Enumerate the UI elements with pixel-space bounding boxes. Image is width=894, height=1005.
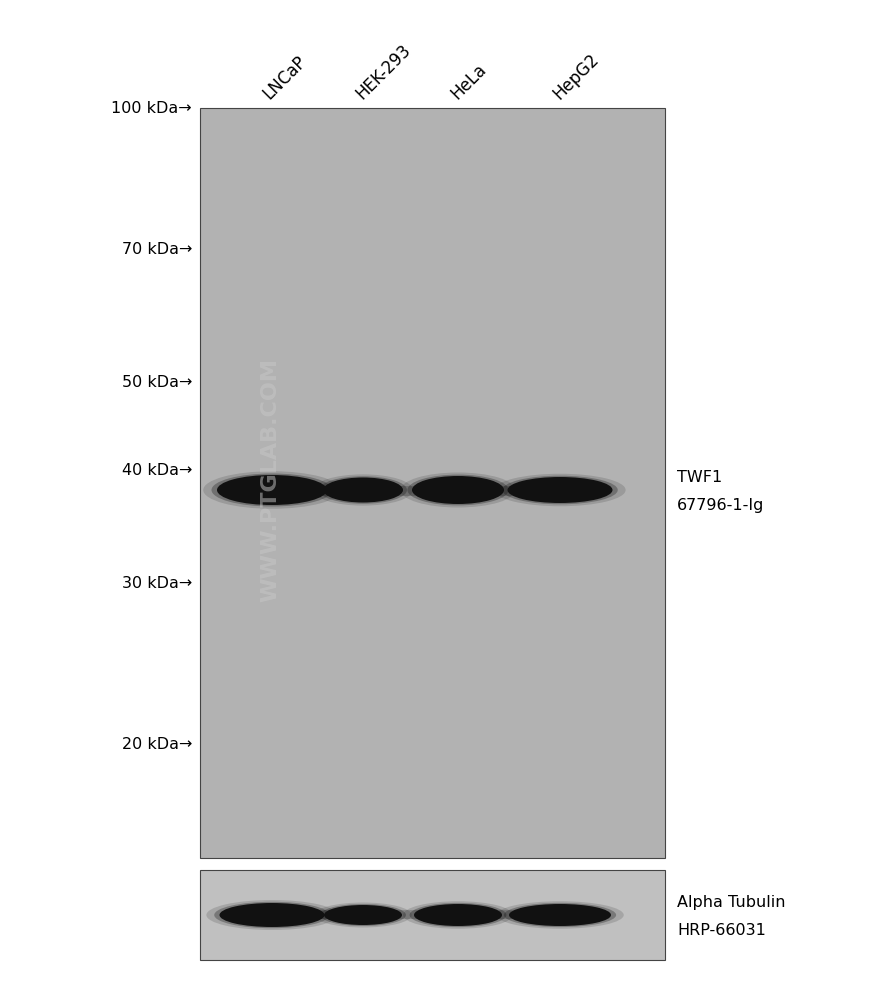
Text: 40 kDa→: 40 kDa→ [122,462,192,477]
Ellipse shape [314,902,411,928]
Bar [199,108,664,858]
Ellipse shape [407,474,508,506]
Text: LNCaP: LNCaP [259,52,309,103]
Text: HRP-66031: HRP-66031 [676,923,765,938]
Bar [227,486,602,496]
Ellipse shape [320,904,406,926]
Ellipse shape [503,902,615,927]
Text: 100 kDa→: 100 kDa→ [111,100,192,116]
Ellipse shape [414,904,502,926]
Ellipse shape [211,473,333,507]
Ellipse shape [313,474,412,506]
Ellipse shape [324,904,401,925]
Ellipse shape [409,902,506,927]
Text: TWF1: TWF1 [676,470,721,485]
Bar [199,870,664,960]
Text: HeLa: HeLa [447,60,489,103]
Ellipse shape [502,475,617,505]
Text: WWW.PTGLAB.COM: WWW.PTGLAB.COM [260,358,280,602]
Ellipse shape [318,476,407,504]
Text: 67796-1-Ig: 67796-1-Ig [676,498,763,513]
Ellipse shape [216,475,326,505]
Bar [230,910,601,919]
Ellipse shape [411,476,503,504]
Text: 30 kDa→: 30 kDa→ [122,577,192,592]
Ellipse shape [509,904,611,926]
Ellipse shape [507,477,611,502]
Ellipse shape [493,473,625,507]
Text: Alpha Tubulin: Alpha Tubulin [676,895,785,910]
Ellipse shape [203,471,341,509]
Ellipse shape [402,901,512,929]
Text: 70 kDa→: 70 kDa→ [122,241,192,256]
Ellipse shape [495,901,623,929]
Text: HepG2: HepG2 [549,50,602,103]
Ellipse shape [323,477,402,502]
Ellipse shape [207,900,337,930]
Text: 20 kDa→: 20 kDa→ [122,737,192,752]
Ellipse shape [219,903,325,927]
Ellipse shape [400,472,515,508]
Text: 50 kDa→: 50 kDa→ [122,375,192,390]
Text: HEK-293: HEK-293 [352,41,414,103]
Ellipse shape [214,901,329,929]
